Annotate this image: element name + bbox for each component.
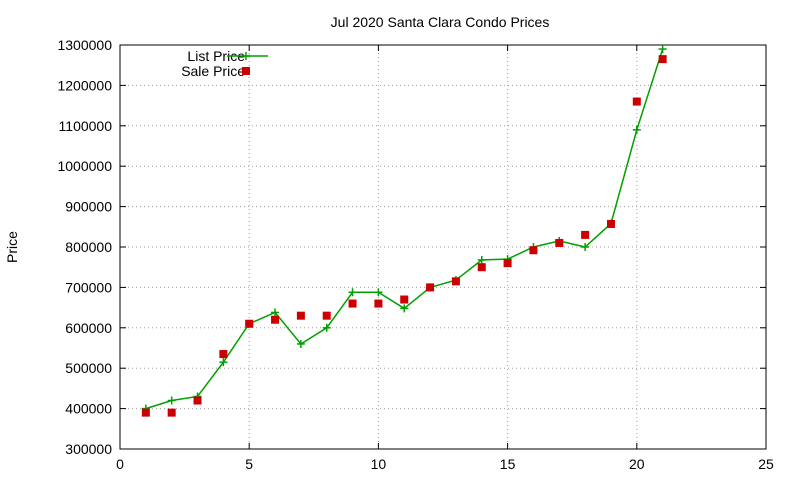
- legend-label: List Price: [187, 48, 245, 64]
- list-price-point: [348, 288, 357, 297]
- series-1: [141, 55, 667, 417]
- y-tick-label: 500000: [65, 360, 112, 376]
- list-price-point: [271, 308, 280, 317]
- list-price-point: [322, 323, 331, 332]
- y-axis-label: Price: [4, 231, 20, 263]
- x-tick-label: 25: [758, 456, 774, 472]
- axes: 0 5 10 15 20 25 300000 400000 500000 600000 700000…: [57, 37, 774, 472]
- sale-price-point: [193, 396, 202, 405]
- sale-price-point: [141, 408, 150, 417]
- sale-price-point: [606, 219, 615, 228]
- sale-price-point: [322, 311, 331, 320]
- list-price-point: [477, 255, 486, 264]
- list-price-point: [167, 396, 176, 405]
- sale-price-point: [296, 311, 305, 320]
- y-tick-label: 700000: [65, 279, 112, 295]
- list-price-point: [400, 304, 409, 313]
- sale-price-point: [581, 230, 590, 239]
- y-tick-label: 900000: [65, 199, 112, 215]
- sale-price-point: [167, 408, 176, 417]
- sale-price-point: [426, 283, 435, 292]
- sale-price-point: [503, 259, 512, 268]
- x-tick-label: 0: [116, 456, 124, 472]
- legend-square-marker: [242, 67, 250, 75]
- sale-price-point: [477, 263, 486, 272]
- grid: [120, 45, 766, 449]
- chart-title: Jul 2020 Santa Clara Condo Prices: [331, 14, 550, 30]
- y-tick-label: 1100000: [59, 118, 113, 134]
- sale-price-point: [245, 319, 254, 328]
- x-tick-label: 5: [245, 456, 253, 472]
- series: [141, 45, 667, 417]
- legend-label: Sale Price: [181, 63, 245, 79]
- y-tick-label: 1000000: [57, 158, 112, 174]
- sale-price-point: [348, 299, 357, 308]
- y-tick-label: 400000: [65, 401, 112, 417]
- sale-price-point: [271, 315, 280, 324]
- list-price-point: [296, 339, 305, 348]
- list-price-point: [219, 358, 228, 367]
- x-tick-label: 10: [371, 456, 387, 472]
- sale-price-point: [529, 246, 538, 255]
- y-tick-label: 300000: [65, 441, 112, 457]
- legend-plus-marker: [242, 52, 250, 60]
- sale-price-point: [219, 350, 228, 359]
- y-tick-label: 1300000: [57, 37, 112, 53]
- y-tick-label: 1200000: [57, 77, 112, 93]
- list-price-point: [581, 243, 590, 251]
- sale-price-point: [374, 299, 383, 308]
- list-price-point: [632, 125, 641, 134]
- list-price-point: [658, 45, 667, 54]
- sale-price-point: [400, 295, 409, 304]
- sale-price-point: [451, 277, 460, 286]
- sale-price-point: [658, 55, 667, 64]
- sale-price-point: [555, 238, 564, 247]
- sale-price-point: [632, 97, 641, 106]
- y-tick-label: 600000: [65, 320, 112, 336]
- x-tick-label: 20: [629, 456, 645, 472]
- x-tick-label: 15: [500, 456, 516, 472]
- list-price-point: [374, 288, 383, 297]
- y-tick-label: 800000: [65, 239, 112, 255]
